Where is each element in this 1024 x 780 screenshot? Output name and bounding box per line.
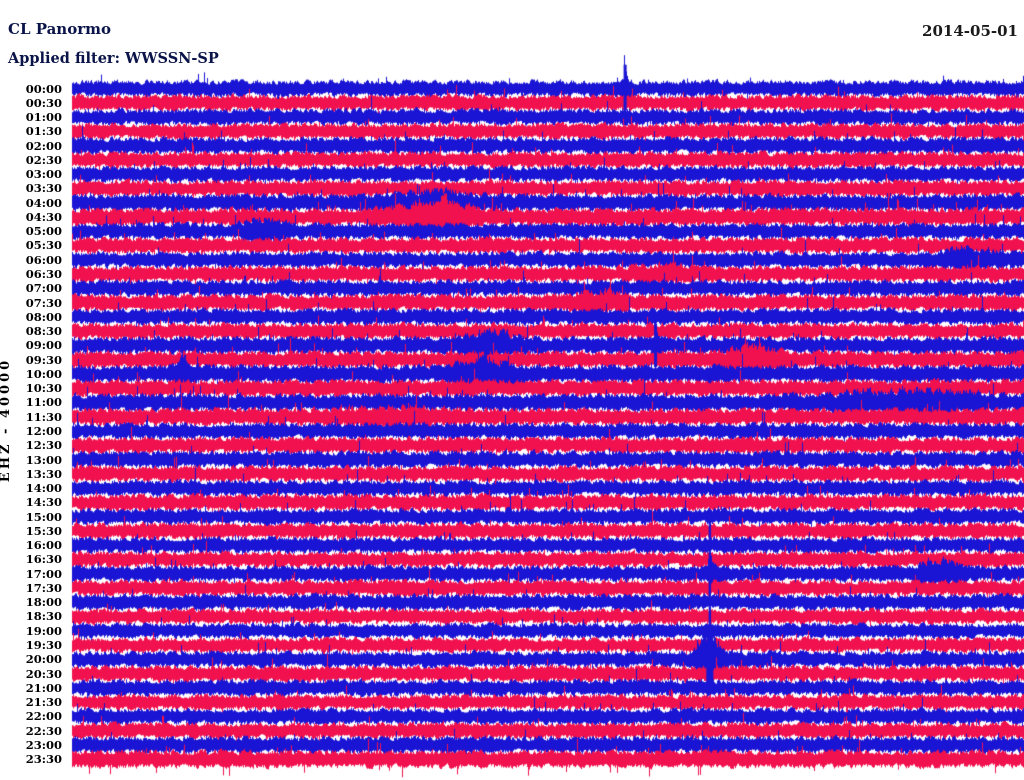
helicorder-page: CL Panormo 2014-05-01 Applied filter: WW… (0, 0, 1024, 780)
helicorder-trace-plot (0, 0, 1024, 780)
